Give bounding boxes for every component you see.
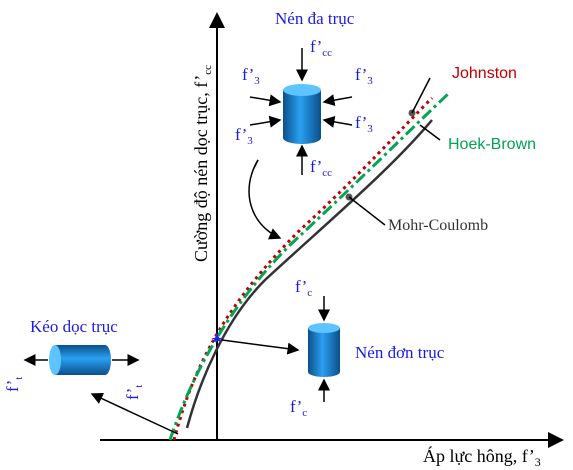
hoek-brown-curve	[170, 94, 448, 440]
diagram: Cường độ nén dọc trục, f’cc Áp lực hông,…	[0, 0, 573, 470]
triaxial-title: Nén đa trục	[275, 9, 355, 28]
cylinder-top	[308, 323, 340, 333]
leader	[349, 197, 385, 225]
stress-label: f’3	[355, 113, 373, 135]
cylinder-top	[283, 84, 321, 96]
arrow	[324, 120, 352, 125]
arrow	[324, 97, 352, 102]
johnston-curve	[174, 98, 432, 440]
uniaxial-title: Nén đơn trục	[355, 343, 445, 362]
stress-label: f’cc	[310, 157, 332, 179]
curve-label: Mohr-Coulomb	[388, 217, 488, 234]
curve-label: Johnston	[452, 65, 517, 82]
stress-label: f’cc	[310, 37, 332, 59]
y-axis-label: Cường độ nén dọc trục, f’cc	[191, 65, 214, 262]
arrow	[222, 340, 298, 350]
stress-label: f’3	[235, 125, 253, 147]
tension-title: Kéo dọc trục	[30, 317, 118, 336]
arrow	[249, 160, 280, 238]
cylinder	[55, 345, 111, 375]
stress-label: f’c	[295, 277, 312, 299]
stress-label: f’3	[355, 65, 373, 87]
x-axis-label: Áp lực hông, f’3	[423, 445, 541, 469]
stress-label: f’3	[242, 65, 260, 87]
curve-label: Hoek-Brown	[448, 136, 536, 153]
stress-label: f’t	[3, 377, 25, 392]
arrow	[254, 160, 258, 168]
arrow	[250, 120, 280, 125]
cylinder-end	[49, 345, 61, 375]
arrow	[250, 97, 280, 102]
cylinder	[283, 90, 321, 144]
stress-label: f’c	[290, 397, 307, 419]
cylinder	[308, 328, 340, 377]
leader	[420, 125, 440, 140]
stress-label: f’t	[123, 385, 145, 400]
